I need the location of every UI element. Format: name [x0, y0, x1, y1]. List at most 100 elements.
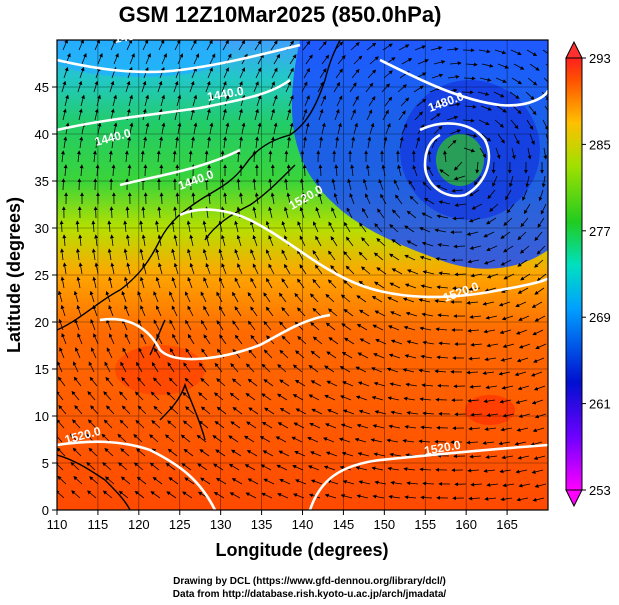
wind-arrow: [121, 377, 130, 387]
wind-arrow: [252, 206, 257, 219]
wind-arrow: [110, 40, 117, 51]
wind-arrow: [263, 349, 273, 359]
wind-arrow: [433, 60, 446, 65]
wind-arrow: [161, 53, 167, 65]
wind-arrow: [469, 189, 480, 197]
wind-arrow: [212, 435, 223, 443]
wind-arrow: [94, 40, 100, 51]
wind-arrow: [466, 300, 479, 305]
wind-arrow: [291, 436, 303, 443]
wind-arrow: [405, 382, 418, 387]
wind-arrow: [263, 292, 271, 303]
wind-arrow: [229, 492, 241, 499]
wind-arrow: [340, 294, 351, 303]
x-tick-label: 160: [455, 517, 477, 532]
wind-arrow: [467, 398, 480, 403]
wind-arrow: [408, 180, 416, 191]
wind-arrow: [294, 292, 303, 303]
wind-arrow: [336, 95, 343, 107]
wind-arrow: [286, 192, 291, 205]
wind-arrow: [477, 91, 490, 96]
wind-arrow: [499, 469, 512, 474]
wind-arrow: [319, 136, 324, 149]
wind-arrow: [202, 220, 207, 233]
wind-arrow: [321, 122, 326, 135]
wind-arrow: [285, 81, 292, 93]
wind-arrow: [299, 206, 305, 219]
wind-arrow: [216, 320, 224, 331]
wind-arrow: [438, 341, 451, 346]
wind-arrow: [108, 150, 113, 163]
wind-arrow: [351, 68, 360, 79]
wind-arrow: [485, 385, 498, 390]
wind-arrow: [264, 407, 275, 415]
wind-arrow: [90, 405, 99, 415]
wind-arrow: [387, 466, 400, 471]
wind-arrow: [534, 413, 547, 419]
wind-arrow: [79, 66, 85, 79]
wind-arrow: [308, 364, 319, 373]
wind-arrow: [323, 437, 335, 443]
wind-arrow: [80, 94, 85, 107]
wind-arrow: [153, 405, 163, 415]
wind-arrow: [495, 147, 501, 160]
wind-arrow: [139, 276, 145, 289]
coastlines: [57, 40, 341, 510]
colorbar-tick-label: 253: [589, 483, 611, 498]
wind-arrow: [95, 164, 100, 177]
wind-arrow: [127, 136, 132, 149]
wind-arrow: [127, 66, 133, 79]
wind-arrow: [88, 361, 95, 373]
wind-arrow: [419, 467, 432, 472]
wind-arrow: [185, 348, 193, 359]
wind-arrow: [79, 164, 84, 177]
wind-arrow: [343, 309, 354, 317]
wind-arrow: [142, 40, 149, 51]
wind-arrow: [275, 436, 287, 443]
wind-arrow: [531, 469, 544, 474]
wind-arrow: [386, 367, 399, 373]
wind-arrow: [349, 82, 357, 93]
wind-arrow: [186, 220, 191, 233]
wind-arrow: [501, 385, 514, 390]
wind-arrow: [433, 125, 443, 135]
colorbar-tick-label: 277: [589, 224, 611, 239]
wind-arrow: [119, 391, 128, 401]
wind-arrow: [126, 262, 131, 275]
wind-arrow: [510, 49, 522, 56]
wind-arrow: [92, 276, 97, 289]
wind-arrow: [432, 100, 444, 107]
wind-arrow: [213, 492, 225, 499]
wind-arrow: [454, 272, 467, 277]
wind-arrow: [160, 94, 166, 107]
wind-arrow: [466, 370, 479, 375]
wind-arrow: [468, 496, 481, 501]
wind-arrow: [312, 221, 319, 233]
wind-arrow: [335, 68, 343, 79]
wind-arrow: [356, 323, 368, 331]
wind-arrow: [149, 434, 159, 443]
wind-arrow: [86, 461, 96, 471]
low-center-green: [436, 134, 484, 186]
y-tick-label: 15: [35, 362, 49, 377]
wind-arrow: [529, 63, 540, 71]
wind-arrow: [478, 49, 491, 54]
y-tick-label: 40: [35, 127, 49, 142]
wind-arrow: [356, 423, 369, 429]
wind-arrow: [184, 377, 194, 387]
wind-arrow: [347, 178, 352, 191]
wind-arrow: [230, 421, 241, 429]
wind-arrow: [518, 315, 530, 321]
wind-arrow: [141, 234, 146, 247]
wind-arrow: [437, 242, 450, 247]
wind-arrow: [137, 405, 147, 415]
wind-arrow: [281, 220, 287, 233]
wind-arrow: [175, 192, 180, 205]
wind-arrow: [218, 305, 226, 317]
wind-arrow: [368, 96, 376, 107]
wind-arrow: [140, 150, 145, 163]
wind-arrow: [58, 404, 67, 415]
wind-arrow: [421, 241, 434, 247]
wind-arrow: [492, 175, 498, 187]
